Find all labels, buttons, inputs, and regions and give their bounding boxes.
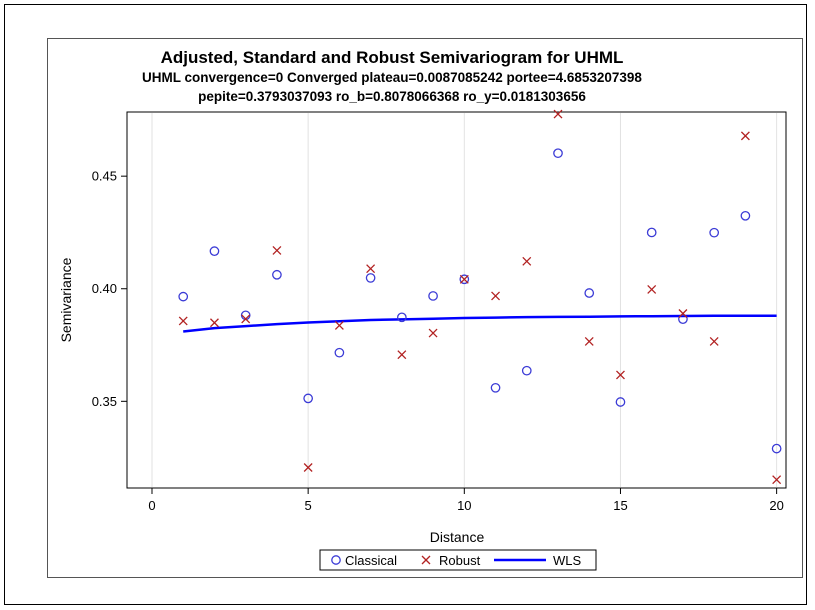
x-tick-label: 20 [769,498,783,513]
legend-classical-label: Classical [345,553,397,568]
robust-point [397,350,407,360]
outer-frame [4,4,807,605]
classical-point [365,273,376,283]
robust-point [209,318,219,328]
robust-point-stroke [709,336,719,346]
robust-point-stroke [678,309,688,318]
chart-frame [47,38,803,578]
y-axis-label: Semivariance [58,257,74,342]
classical-point [396,312,407,323]
robust-point-stroke [428,328,438,338]
robust-point [241,314,251,324]
classical-point [334,347,345,358]
robust-point-stroke [553,109,563,119]
robust-point [740,131,750,141]
x-axis-ticks: 0 5 10 15 20 [148,488,784,513]
classical-point [521,365,532,376]
robust-point-stroke [584,336,594,346]
x-tick-label: 5 [305,498,312,513]
robust-point [772,475,782,485]
robust-point [428,328,438,338]
plot-area [126,111,787,489]
gridlines [151,113,778,487]
robust-point-stroke [772,475,782,485]
classical-point [771,443,782,454]
robust-point-stroke [303,463,313,472]
robust-point [553,109,563,119]
robust-point-stroke [272,246,282,255]
robust-point [647,284,657,294]
classical-point [490,382,501,393]
legend-wls-label: WLS [553,553,582,568]
y-axis-ticks: 0.35 0.40 0.45 [92,169,127,409]
classical-point [709,227,720,238]
classical-point [303,393,313,404]
robust-point [178,316,188,326]
legend: Classical Robust WLS [319,549,597,571]
legend-robust-marker [421,555,431,565]
classical-point [646,227,657,238]
data-marks [178,109,782,485]
classical-point [428,291,438,301]
robust-point-stroke [178,316,188,326]
robust-point-stroke [366,264,376,274]
y-tick-label: 0.40 [92,281,117,296]
x-tick-label: 15 [613,498,627,513]
robust-point [491,291,500,301]
legend-robust-label: Robust [439,553,481,568]
robust-point-stroke [647,284,657,294]
chart-title: Adjusted, Standard and Robust Semivariog… [161,48,624,67]
classical-point [209,246,220,256]
robust-point [272,246,282,255]
legend-classical-marker [331,555,341,565]
robust-point-stroke [397,350,407,360]
classical-point [178,291,189,302]
robust-point [709,336,719,346]
robust-point [303,463,313,472]
classical-point [740,210,751,221]
robust-point-stroke [209,318,219,328]
robust-point [616,370,625,380]
robust-point [678,309,688,318]
robust-point [459,274,469,284]
classical-point [615,397,626,407]
x-axis-label: Distance [430,529,485,545]
robust-point [334,320,344,330]
robust-point-stroke [616,370,625,380]
robust-point [584,336,594,346]
x-tick-label: 10 [457,498,471,513]
robust-point [522,256,532,266]
chart-subtitle-1: UHML convergence=0 Converged plateau=0.0… [142,70,642,85]
robust-point [366,264,376,274]
classical-point [584,288,595,298]
robust-point-stroke [522,256,532,266]
y-tick-label: 0.35 [92,394,117,409]
wls-fit-line [183,314,777,333]
robust-point-stroke [334,320,344,330]
x-tick-label: 0 [148,498,155,513]
y-tick-label: 0.45 [92,169,117,184]
classical-point [272,269,282,280]
classical-point [459,274,470,285]
chart-subtitle-2: pepite=0.3793037093 ro_b=0.8078066368 ro… [198,89,586,104]
robust-point-stroke [740,131,750,141]
legend-box [319,549,597,571]
robust-point-stroke [459,274,469,284]
robust-point-stroke [491,291,500,301]
classical-point [678,314,688,324]
classical-point [553,148,563,159]
robust-point-stroke [241,314,251,324]
